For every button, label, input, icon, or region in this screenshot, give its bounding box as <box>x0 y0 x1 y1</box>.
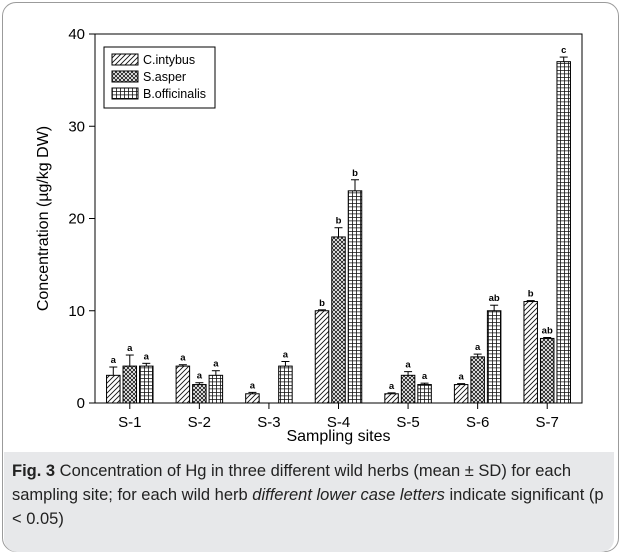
y-tick-label: 20 <box>68 211 85 228</box>
significance-label: a <box>144 351 150 362</box>
significance-label: b <box>352 168 358 179</box>
caption-italic-text: different lower case letters <box>252 486 445 504</box>
significance-label: a <box>422 371 428 382</box>
x-tick-label: S-4 <box>327 414 350 431</box>
x-tick-label: S-3 <box>257 414 280 431</box>
bar-s-asper-s-7 <box>539 337 555 404</box>
significance-label: a <box>250 380 256 391</box>
legend-swatch <box>111 87 139 100</box>
bar-c-intybus-s-6 <box>453 384 469 404</box>
y-tick-label: 10 <box>68 303 85 320</box>
bar-s-asper-s-4 <box>331 236 346 404</box>
significance-label: ab <box>542 326 553 337</box>
y-tick-label: 40 <box>68 26 85 43</box>
legend-label: S.asper <box>143 70 186 84</box>
significance-label: a <box>389 381 395 392</box>
legend-label: B.officinalis <box>143 87 206 101</box>
bar-s-asper-s-6 <box>470 356 485 404</box>
bar-s-asper-s-1 <box>122 365 138 404</box>
significance-label: b <box>528 289 534 300</box>
x-tick-label: S-7 <box>536 414 559 431</box>
y-axis-label: Concentration (µg/kg DW) <box>35 126 52 311</box>
legend-label: C.intybus <box>143 53 195 67</box>
legend-swatch <box>111 53 139 66</box>
significance-label: a <box>283 349 289 360</box>
bar-b-officinalis-s-1 <box>139 365 154 404</box>
bar-c-intybus-s-1 <box>106 374 121 404</box>
bar-b-officinalis-s-5 <box>417 384 432 404</box>
significance-label: a <box>180 353 186 364</box>
x-tick-label: S-6 <box>466 414 489 431</box>
significance-label: b <box>336 216 342 227</box>
x-tick-label: S-2 <box>188 414 211 431</box>
significance-label: ab <box>489 293 500 304</box>
bar-b-officinalis-s-7 <box>556 61 571 404</box>
bar-b-officinalis-s-3 <box>278 365 293 404</box>
bar-c-intybus-s-4 <box>314 310 330 404</box>
bar-b-officinalis-s-2 <box>208 374 224 404</box>
y-tick-label: 30 <box>68 118 85 135</box>
figure-caption: Fig. 3 Concentration of Hg in three diff… <box>4 452 614 552</box>
bar-c-intybus-s-2 <box>175 365 191 404</box>
x-tick-label: S-5 <box>396 414 419 431</box>
x-axis-label: Sampling sites <box>286 428 390 445</box>
x-tick-label: S-1 <box>118 414 141 431</box>
significance-label: a <box>111 355 117 366</box>
bar-s-asper-s-5 <box>400 374 416 404</box>
significance-label: a <box>458 372 464 383</box>
significance-label: c <box>561 45 566 56</box>
significance-label: b <box>319 298 325 309</box>
significance-label: a <box>475 342 481 353</box>
significance-label: a <box>127 343 133 354</box>
bar-c-intybus-s-7 <box>523 301 538 404</box>
caption-text-part1: Concentration of Hg in three different w… <box>12 462 572 504</box>
y-tick-label: 0 <box>77 395 85 412</box>
bar-chart: 0 10 20 30 40 Concentration (µg/kg DW) Samplin… <box>35 26 583 445</box>
significance-label: a <box>213 359 219 370</box>
legend-swatch <box>111 70 139 83</box>
caption-figure-number: Fig. 3 <box>12 462 56 480</box>
bar-c-intybus-s-3 <box>245 393 260 404</box>
bar-b-officinalis-s-6 <box>486 310 502 404</box>
figure: 0 10 20 30 40 Concentration (µg/kg DW) Samplin… <box>35 26 583 445</box>
bar-c-intybus-s-5 <box>384 393 399 404</box>
significance-label: a <box>197 371 203 382</box>
bar-b-officinalis-s-4 <box>347 190 363 404</box>
caption-text-part2: indicate significant (p < 0.05) <box>12 486 604 528</box>
significance-label: a <box>405 360 411 371</box>
bar-s-asper-s-2 <box>192 384 207 404</box>
